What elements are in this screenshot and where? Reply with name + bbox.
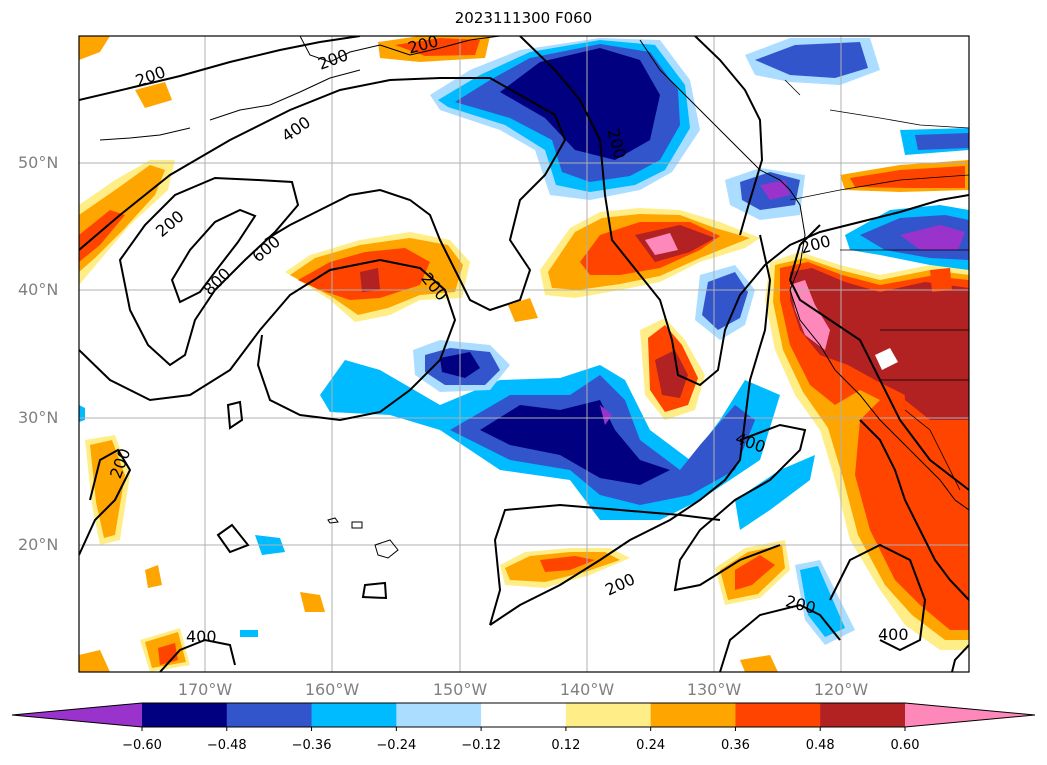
colorbar-tick-label: 0.60 — [890, 738, 920, 753]
trough-southeast-band — [735, 455, 815, 530]
ridge-south-central-inner — [735, 555, 775, 590]
lat-label: 20°N — [18, 535, 59, 554]
colorbar-segment — [735, 703, 821, 727]
coastlines — [99, 36, 969, 559]
map-title: 2023111300 F060 — [454, 9, 593, 27]
ridge-bc-coast-core — [850, 166, 965, 188]
ridge-southwest-edge — [79, 650, 110, 672]
trough-southern-core — [800, 566, 845, 637]
graticule — [79, 36, 969, 672]
colorbar-segment — [142, 703, 228, 727]
colorbar-tick-label: −0.12 — [461, 738, 502, 753]
lon-label: 160°W — [304, 680, 360, 699]
colorbar-extend-high — [905, 703, 1035, 727]
colorbar-tick-label: 0.12 — [551, 738, 581, 753]
trough-north-coast-core — [755, 42, 868, 78]
ridge-southwest-2 — [145, 565, 162, 588]
lat-label: 40°N — [18, 280, 59, 299]
trough-gulf-of-alaska-inner — [500, 48, 660, 160]
height-contours — [79, 36, 969, 672]
colorbar-segment — [565, 703, 652, 727]
lon-label: 150°W — [432, 680, 488, 699]
ridge-hudson-west — [930, 268, 952, 292]
colorbar-tick-label: 0.24 — [636, 738, 666, 753]
colorbar — [11, 702, 1036, 731]
contour-label: 400 — [878, 625, 909, 644]
positive-anomaly-regions — [79, 36, 969, 672]
trough-east-canada-core — [915, 133, 969, 150]
map-plot-area: 200 200 200 400 200 600 800 200 200 200 … — [79, 36, 969, 672]
colorbar-tick-label: −0.24 — [376, 738, 417, 753]
ridge-west-edge-inner — [79, 210, 125, 262]
colorbar-tick-label: −0.60 — [122, 738, 162, 753]
map-border — [78, 35, 970, 673]
ridge-south-bottom — [740, 655, 778, 672]
colorbar-segment — [481, 703, 567, 727]
negative-anomaly-regions — [79, 38, 969, 645]
lon-label: 120°W — [813, 680, 869, 699]
ridge-plains — [900, 315, 969, 420]
colorbar-segment — [820, 703, 906, 727]
colorbar-tick-label: 0.48 — [805, 738, 835, 753]
lon-label: 170°W — [177, 680, 233, 699]
colorbar-segment — [650, 703, 736, 727]
ridge-top-left — [79, 36, 110, 60]
colorbar-segment — [396, 703, 482, 727]
colorbar-segment — [311, 703, 397, 727]
ridge-central-north-pacific-center — [360, 268, 380, 292]
colorbar-extend-low — [12, 703, 142, 727]
lon-label: 130°W — [686, 680, 742, 699]
lat-label: 30°N — [18, 408, 59, 427]
ridge-south-small — [300, 592, 325, 612]
trough-subtropical-band-inner — [480, 400, 670, 485]
colorbar-segment — [226, 703, 313, 727]
ridge-southwest-3-inner — [158, 643, 178, 665]
lat-label: 50°N — [18, 153, 59, 172]
trough-pacific-northwest-purple — [900, 225, 965, 250]
ridge-eastern-pacific-pink — [645, 233, 678, 255]
lon-label: 140°W — [559, 680, 615, 699]
ridge-offshore-baja-inner — [655, 350, 688, 398]
colorbar-tick-label: −0.36 — [291, 738, 332, 753]
ridge-west-coast-pink — [790, 280, 830, 350]
ridge-west-coast-hole — [875, 348, 898, 370]
contour-label: 400 — [186, 627, 217, 646]
ridge-subtropical-east-inner — [540, 556, 595, 572]
ridge-top-left-2 — [135, 82, 172, 108]
trough-small-south — [240, 630, 258, 637]
ridge-small-offshore — [508, 298, 538, 322]
colorbar-tick-label: −0.48 — [206, 738, 247, 753]
trough-subtropical-purple — [600, 405, 612, 425]
colorbar-tick-label: 0.36 — [720, 738, 750, 753]
trough-vancouver-island-purple — [760, 180, 790, 200]
